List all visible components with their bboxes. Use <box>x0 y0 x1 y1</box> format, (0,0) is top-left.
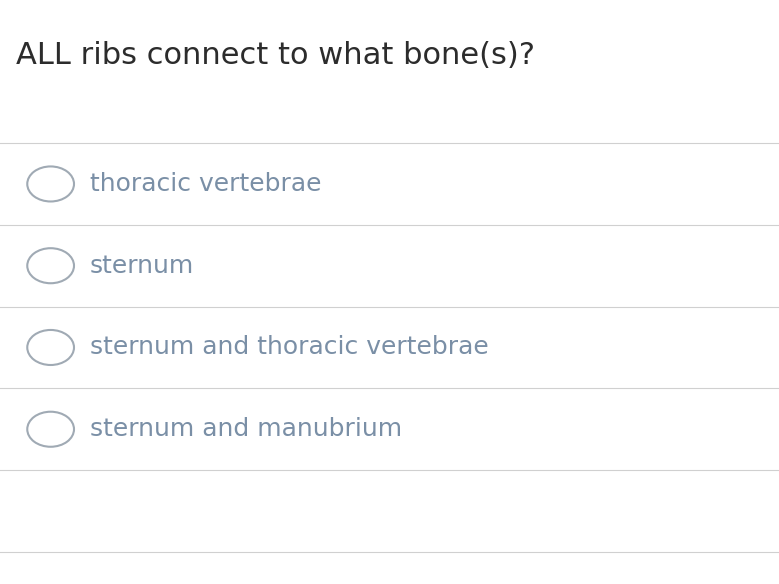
Text: sternum and thoracic vertebrae: sternum and thoracic vertebrae <box>90 335 488 360</box>
Text: ALL ribs connect to what bone(s)?: ALL ribs connect to what bone(s)? <box>16 41 534 70</box>
Text: thoracic vertebrae: thoracic vertebrae <box>90 172 321 196</box>
Text: sternum and manubrium: sternum and manubrium <box>90 417 402 442</box>
Text: sternum: sternum <box>90 253 194 278</box>
